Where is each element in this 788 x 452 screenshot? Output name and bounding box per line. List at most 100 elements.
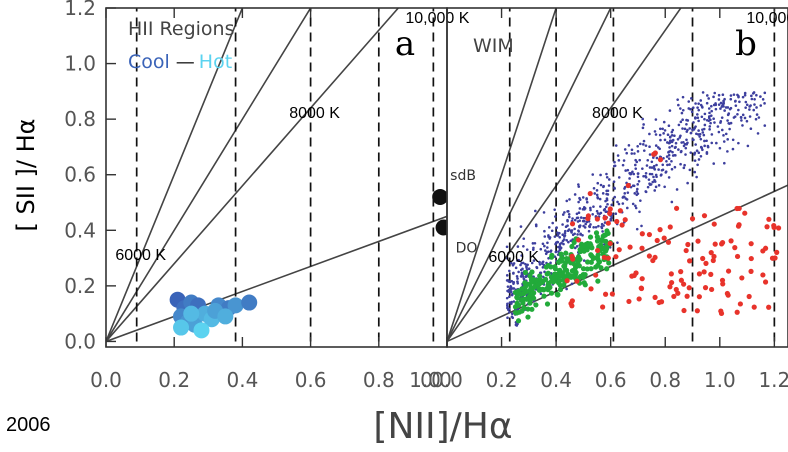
wim-blue-point [565, 287, 568, 291]
wim-blue-point [604, 199, 607, 203]
wim-blue-point [585, 200, 589, 204]
wim-blue-point [570, 282, 574, 286]
wim-green-point [537, 273, 543, 279]
wim-blue-point [639, 199, 642, 202]
wim-blue-point [508, 295, 511, 299]
wim-red-point [678, 277, 684, 283]
wim-blue-point [670, 167, 674, 171]
wim-blue-point [668, 146, 671, 149]
wim-red-point [569, 298, 575, 304]
wim-blue-point [675, 188, 679, 191]
panel-letter: b [735, 24, 757, 64]
wim-blue-point [554, 215, 557, 218]
wim-blue-point [652, 164, 656, 168]
wim-blue-point [588, 225, 592, 229]
wim-blue-point [706, 94, 709, 97]
wim-blue-point [696, 116, 700, 120]
wim-blue-point [705, 152, 709, 155]
wim-blue-point [712, 103, 716, 107]
wim-blue-point [542, 211, 546, 214]
wim-red-point [607, 206, 613, 212]
wim-blue-point [605, 197, 609, 200]
wim-blue-point [674, 145, 677, 149]
wim-blue-point [646, 185, 650, 189]
y-tick-label: 0.0 [64, 329, 96, 353]
wim-blue-point [595, 209, 599, 213]
wim-red-point [739, 275, 745, 281]
wim-blue-point [566, 210, 569, 213]
wim-blue-point [726, 119, 729, 122]
wim-blue-point [648, 183, 652, 186]
wim-blue-point [630, 152, 634, 155]
wim-blue-point [687, 100, 691, 103]
wim-blue-point [635, 193, 639, 197]
wim-blue-point [749, 127, 753, 130]
wim-blue-point [636, 187, 639, 191]
wim-green-point [575, 258, 581, 264]
wim-blue-point [506, 289, 509, 293]
wim-blue-point [717, 130, 721, 134]
wim-blue-point [575, 216, 579, 220]
wim-red-point [622, 217, 628, 223]
hii-region-point [217, 308, 234, 325]
wim-blue-point [660, 168, 664, 172]
x-tick-label: 1.0 [409, 368, 441, 392]
wim-red-point [689, 216, 696, 222]
wim-blue-point [720, 128, 724, 132]
wim-blue-point [694, 116, 697, 119]
wim-red-point [665, 239, 672, 245]
wim-red-point [587, 190, 593, 197]
plot-area [106, 8, 447, 343]
wim-blue-point [512, 262, 516, 265]
wim-blue-point [625, 206, 629, 210]
wim-blue-point [671, 150, 674, 154]
wim-green-point [570, 273, 576, 279]
legend-cool: Cool [128, 51, 170, 73]
wim-blue-point [697, 102, 700, 105]
wim-blue-point [690, 110, 694, 114]
wim-red-point [605, 255, 611, 261]
wim-blue-point [596, 196, 599, 199]
wim-red-point [732, 245, 738, 251]
wim-blue-point [589, 206, 592, 210]
wim-blue-point [668, 163, 671, 166]
wim-blue-point [670, 133, 674, 137]
wim-blue-point [697, 129, 700, 132]
wim-blue-point [658, 147, 661, 151]
ratio-line [447, 184, 788, 343]
x-tick-label: 0.2 [158, 368, 190, 392]
wim-green-point [515, 318, 522, 324]
wim-blue-point [737, 108, 740, 112]
ratio-line [447, 8, 612, 342]
wim-blue-point [759, 104, 763, 107]
wim-blue-point [676, 98, 679, 101]
wim-green-point [571, 239, 577, 245]
wim-blue-point [671, 128, 675, 132]
wim-red-point [669, 279, 675, 286]
wim-blue-point [738, 100, 741, 104]
wim-blue-point [581, 233, 584, 237]
hii-region-point [173, 319, 190, 336]
wim-blue-point [736, 112, 739, 116]
wim-blue-point [512, 300, 516, 303]
wim-blue-point [631, 184, 635, 187]
wim-blue-point [713, 91, 717, 95]
x-tick-label: 1.0 [704, 368, 736, 392]
wim-blue-point [651, 180, 655, 184]
wim-blue-point [636, 172, 640, 175]
wim-blue-point [510, 300, 513, 304]
wim-blue-point [706, 145, 710, 149]
do-point [435, 219, 447, 236]
wim-green-point [604, 266, 610, 272]
wim-blue-point [631, 170, 634, 174]
wim-blue-point [737, 141, 740, 145]
wim-blue-point [539, 247, 543, 251]
wim-blue-point [520, 254, 523, 257]
wim-blue-point [599, 183, 603, 187]
wim-red-point [627, 244, 633, 250]
wim-green-point [558, 251, 564, 257]
wim-blue-point [741, 95, 745, 99]
wim-red-point [646, 253, 652, 259]
wim-red-point [668, 271, 674, 277]
wim-blue-point [694, 102, 697, 105]
